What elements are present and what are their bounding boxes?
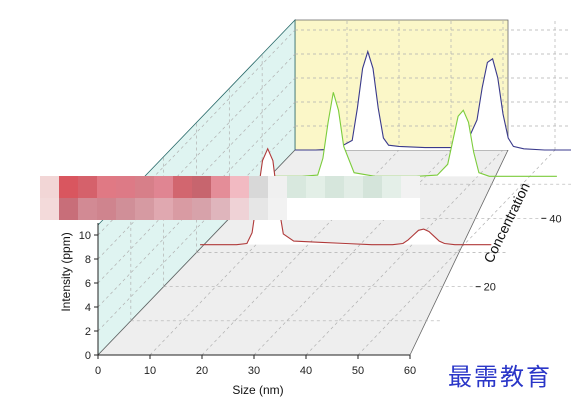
mosaic-cell <box>401 176 420 198</box>
series-fill-z60 <box>295 51 571 150</box>
mosaic-cell <box>344 176 363 198</box>
z-tick-label: 20 <box>484 282 496 294</box>
y-tick-label: 2 <box>85 326 91 338</box>
mosaic-cell <box>59 176 78 198</box>
mosaic-cell <box>59 198 78 220</box>
axes: 0 10 20 30 40 50 60 0 2 4 6 8 10 20 40 <box>79 213 562 377</box>
mosaic-cell <box>325 176 344 198</box>
mosaic-cell <box>192 198 211 220</box>
mosaic-cell <box>382 198 401 220</box>
mosaic-cell <box>40 176 59 198</box>
y-tick-label: 4 <box>85 302 91 314</box>
x-tick-label: 50 <box>352 365 364 377</box>
mosaic-cell <box>249 198 268 220</box>
mosaic-cell <box>287 198 306 220</box>
series-fill-z20 <box>200 148 492 245</box>
z-tick-label: 40 <box>549 213 561 225</box>
y-axis-title: Intensity (ppm) <box>59 232 73 311</box>
x-tick-label: 10 <box>144 365 156 377</box>
y-tick-label: 0 <box>85 350 91 362</box>
mosaic-cell <box>78 176 97 198</box>
mosaic-cell <box>344 198 363 220</box>
y-tick-label: 8 <box>85 254 91 266</box>
mosaic-cell <box>363 176 382 198</box>
mosaic-cell <box>363 198 382 220</box>
mosaic-cell <box>173 176 192 198</box>
mosaic-cell <box>211 198 230 220</box>
mosaic-cell <box>211 176 230 198</box>
mosaic-cell <box>306 176 325 198</box>
pixelated-mosaic <box>40 176 420 220</box>
mosaic-cell <box>401 198 420 220</box>
mosaic-cell <box>268 176 287 198</box>
mosaic-cell <box>382 176 401 198</box>
y-tick-label: 10 <box>79 230 91 242</box>
mosaic-cell <box>97 176 116 198</box>
mosaic-cell <box>287 176 306 198</box>
mosaic-cell <box>249 176 268 198</box>
mosaic-cell <box>135 198 154 220</box>
mosaic-cell <box>40 198 59 220</box>
mosaic-cell <box>154 198 173 220</box>
mosaic-cell <box>78 198 97 220</box>
mosaic-cell <box>116 198 135 220</box>
mosaic-cell <box>230 176 249 198</box>
watermark-text: 最需教育 <box>448 363 552 391</box>
mosaic-cell <box>325 198 344 220</box>
mosaic-cell <box>135 176 154 198</box>
x-tick-label: 60 <box>404 365 416 377</box>
x-tick-label: 0 <box>95 365 101 377</box>
mosaic-row <box>40 198 420 220</box>
floor-grid-x <box>305 149 504 356</box>
mosaic-cell <box>116 176 135 198</box>
mosaic-row <box>40 176 420 198</box>
x-tick-label: 40 <box>300 365 312 377</box>
mosaic-cell <box>306 198 325 220</box>
mosaic-cell <box>192 176 211 198</box>
y-tick-label: 6 <box>85 278 91 290</box>
x-tick-label: 20 <box>196 365 208 377</box>
mosaic-cell <box>173 198 192 220</box>
mosaic-cell <box>154 176 173 198</box>
x-tick-label: 30 <box>248 365 260 377</box>
z-axis-title: Concentration <box>480 180 533 265</box>
x-axis-title: Size (nm) <box>232 383 283 397</box>
mosaic-cell <box>230 198 249 220</box>
mosaic-cell <box>268 198 287 220</box>
mosaic-cell <box>97 198 116 220</box>
